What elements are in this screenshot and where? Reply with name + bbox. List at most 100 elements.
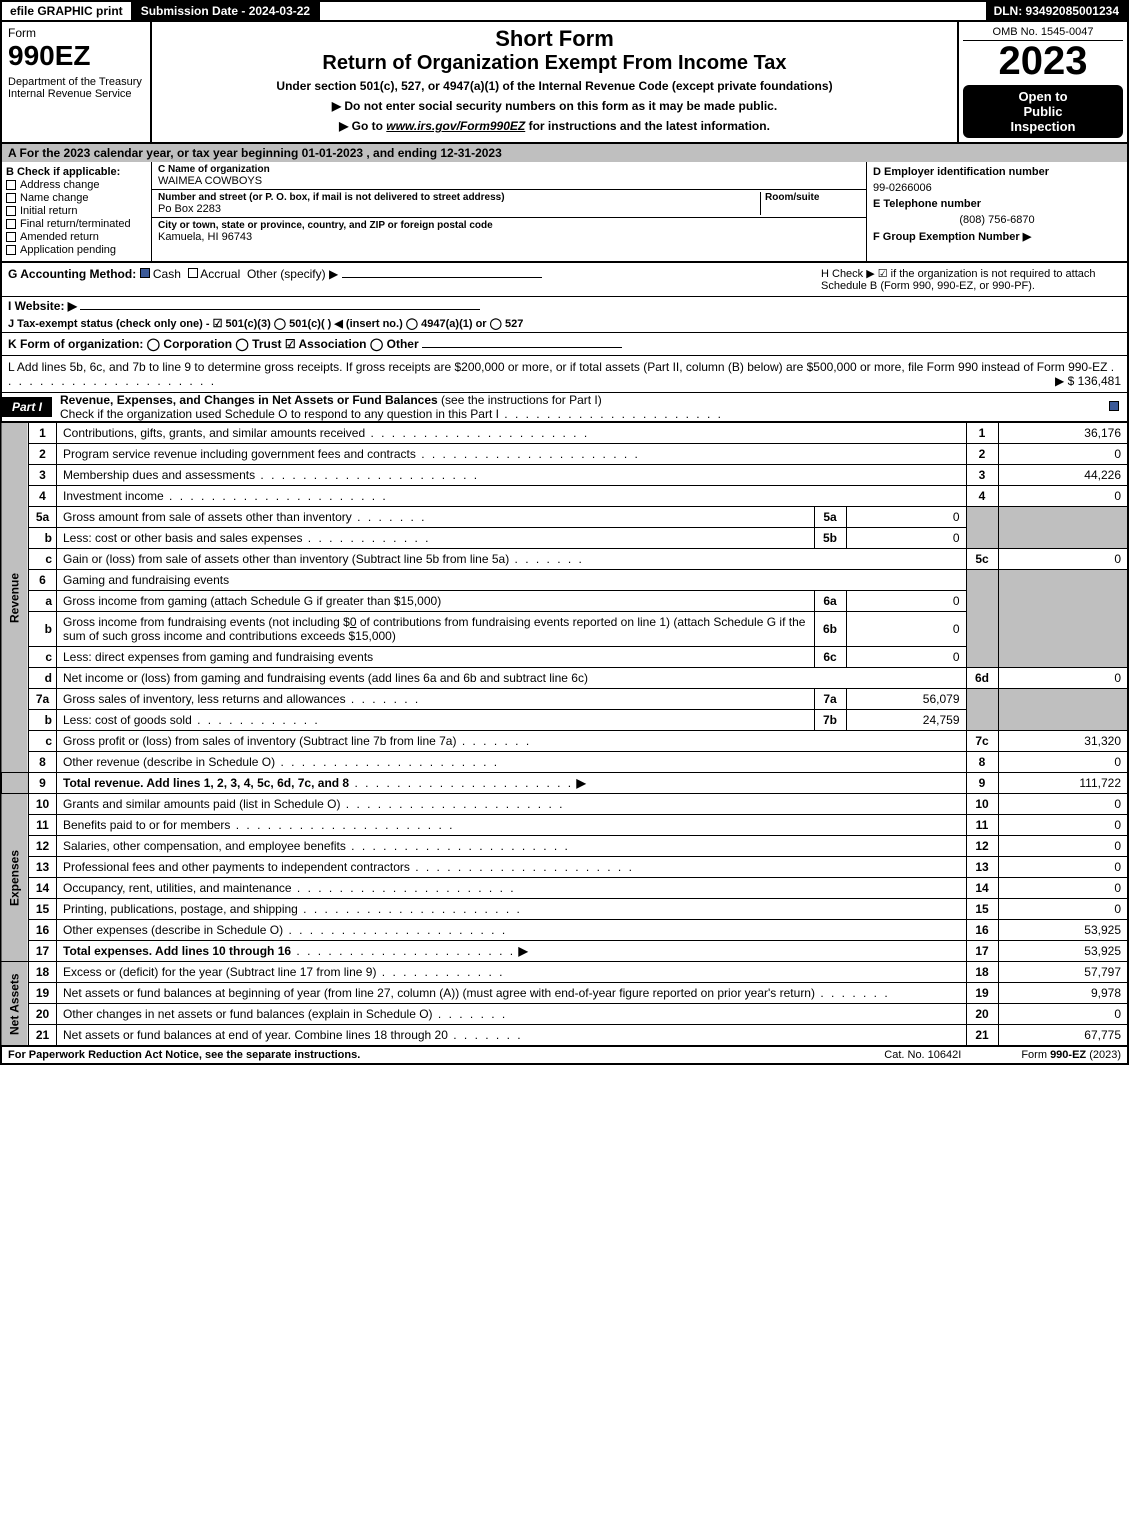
row-15-desc: Printing, publications, postage, and shi… [57,899,967,920]
part-1-tag: Part I [2,397,52,417]
row-10-desc: Grants and similar amounts paid (list in… [57,794,967,815]
checkbox-final-return[interactable] [6,219,16,229]
row-17-desc: Total expenses. Add lines 10 through 16 … [57,941,967,962]
top-bar: efile GRAPHIC print Submission Date - 20… [0,0,1129,22]
website-input[interactable] [80,309,480,310]
section-b: B Check if applicable: Address change Na… [2,162,152,261]
row-12-num: 12 [29,836,57,857]
row-16-desc: Other expenses (describe in Schedule O) [57,920,967,941]
row-14-lbl: 14 [966,878,998,899]
row-6a-num: a [29,591,57,612]
org-name: WAIMEA COWBOYS [158,175,860,187]
grey-5-amt [998,507,1128,549]
row-10-amt: 0 [998,794,1128,815]
expenses-sidebar: Expenses [1,794,29,962]
row-14-desc: Occupancy, rent, utilities, and maintena… [57,878,967,899]
org-city: Kamuela, HI 96743 [158,231,860,243]
row-5a-num: 5a [29,507,57,528]
row-4-amt: 0 [998,486,1128,507]
row-6d-amt: 0 [998,668,1128,689]
open-public-badge: Open to Public Inspection [963,85,1123,138]
row-15-num: 15 [29,899,57,920]
checkbox-schedule-o[interactable] [1109,401,1119,411]
phone-label: E Telephone number [873,198,981,210]
other-org-input[interactable] [422,347,622,348]
row-10-num: 10 [29,794,57,815]
row-21-desc: Net assets or fund balances at end of ye… [57,1025,967,1046]
row-18-num: 18 [29,962,57,983]
instr2-post: for instructions and the latest informat… [525,119,770,133]
subtitle: Under section 501(c), 527, or 4947(a)(1)… [160,79,949,93]
row-15-lbl: 15 [966,899,998,920]
form-number-footer: Form 990-EZ (2023) [1021,1049,1121,1061]
other-specify-input[interactable] [342,277,542,278]
row-9-desc: Total revenue. Add lines 1, 2, 3, 4, 5c,… [57,773,967,794]
line-l-text: L Add lines 5b, 6c, and 7b to line 9 to … [8,360,1107,374]
section-a: A For the 2023 calendar year, or tax yea… [0,144,1129,162]
row-8-desc: Other revenue (describe in Schedule O) [57,752,967,773]
accrual-label: Accrual [200,267,240,281]
row-13-amt: 0 [998,857,1128,878]
row-13-num: 13 [29,857,57,878]
checkbox-application-pending[interactable] [6,245,16,255]
org-address: Po Box 2283 [158,203,760,215]
row-15-amt: 0 [998,899,1128,920]
instruction-2: ▶ Go to www.irs.gov/Form990EZ for instru… [160,119,949,133]
row-7c-amt: 31,320 [998,731,1128,752]
checkbox-initial-return[interactable] [6,206,16,216]
efile-label[interactable]: efile GRAPHIC print [2,2,133,20]
row-5b-box: 5b [814,528,846,549]
row-12-desc: Salaries, other compensation, and employ… [57,836,967,857]
header-left: Form 990EZ Department of the Treasury In… [2,22,152,142]
part-1-subtitle: (see the instructions for Part I) [438,393,602,407]
part-1-table: Revenue 1 Contributions, gifts, grants, … [0,422,1129,1046]
checkbox-address-change[interactable] [6,180,16,190]
row-7c-lbl: 7c [966,731,998,752]
row-2-desc: Program service revenue including govern… [57,444,967,465]
row-6a-box: 6a [814,591,846,612]
row-20-amt: 0 [998,1004,1128,1025]
city-label: City or town, state or province, country… [158,220,860,231]
row-2-amt: 0 [998,444,1128,465]
row-5a-boxval: 0 [846,507,966,528]
irs-link[interactable]: www.irs.gov/Form990EZ [386,119,525,133]
row-1-num: 1 [29,423,57,444]
row-1-amt: 36,176 [998,423,1128,444]
line-j: J Tax-exempt status (check only one) - ☑… [0,315,1129,333]
row-19-num: 19 [29,983,57,1004]
row-6-num: 6 [29,570,57,591]
row-7b-boxval: 24,759 [846,710,966,731]
dln-label: DLN: 93492085001234 [986,2,1127,20]
row-9-num: 9 [29,773,57,794]
cash-label: Cash [153,267,181,281]
row-1-desc: Contributions, gifts, grants, and simila… [57,423,967,444]
part-1-header: Part I Revenue, Expenses, and Changes in… [0,393,1129,422]
room-label: Room/suite [765,192,860,203]
row-6a-boxval: 0 [846,591,966,612]
row-11-lbl: 11 [966,815,998,836]
row-4-desc: Investment income [57,486,967,507]
org-name-label: C Name of organization [158,164,860,175]
row-18-lbl: 18 [966,962,998,983]
row-14-num: 14 [29,878,57,899]
entity-block: B Check if applicable: Address change Na… [0,162,1129,263]
row-17-lbl: 17 [966,941,998,962]
row-18-amt: 57,797 [998,962,1128,983]
row-6b-boxval: 0 [846,612,966,647]
checkbox-cash[interactable] [140,268,150,278]
short-form-title: Short Form [160,26,949,52]
row-7a-boxval: 56,079 [846,689,966,710]
checkbox-amended-return[interactable] [6,232,16,242]
line-i: I Website: ▶ [0,297,1129,315]
row-6-desc: Gaming and fundraising events [57,570,967,591]
row-13-lbl: 13 [966,857,998,878]
line-l: L Add lines 5b, 6c, and 7b to line 9 to … [0,356,1129,393]
checkbox-accrual[interactable] [188,268,198,278]
revenue-sidebar: Revenue [1,423,29,773]
row-14-amt: 0 [998,878,1128,899]
checkbox-name-change[interactable] [6,193,16,203]
row-19-desc: Net assets or fund balances at beginning… [57,983,967,1004]
dept-label: Department of the Treasury Internal Reve… [8,76,144,100]
line-g-label: G Accounting Method: [8,267,136,281]
row-8-lbl: 8 [966,752,998,773]
